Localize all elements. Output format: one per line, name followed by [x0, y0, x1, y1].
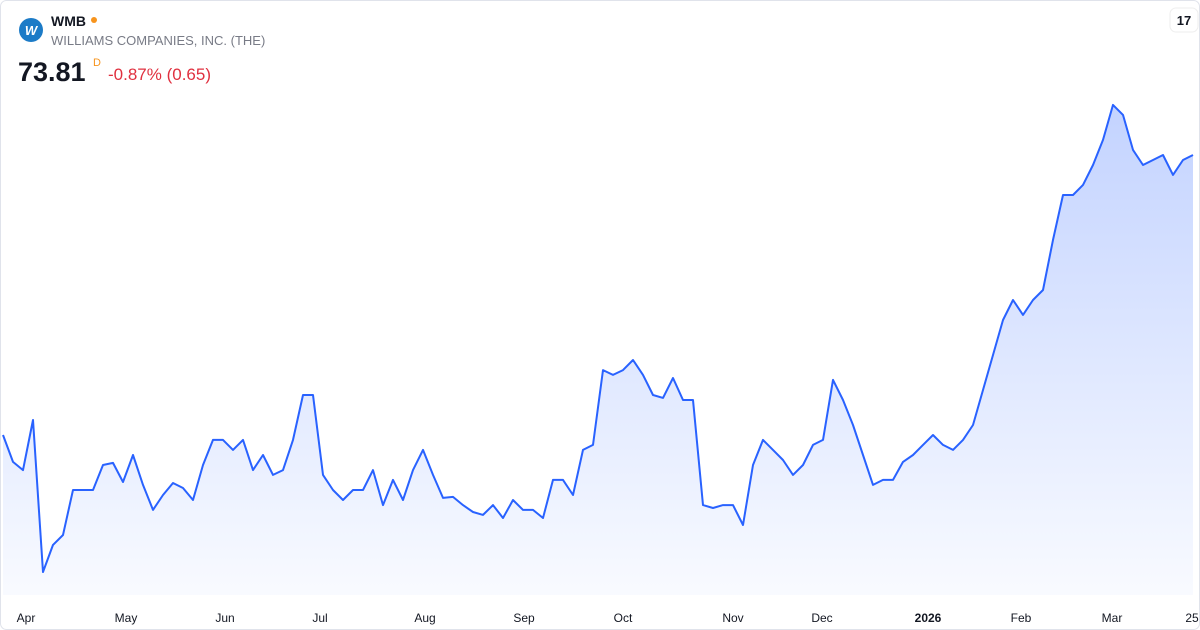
- x-tick-label: Feb: [1011, 611, 1032, 625]
- interval: D: [93, 57, 101, 69]
- x-tick-label: Jun: [215, 611, 234, 625]
- x-tick-label: Aug: [414, 611, 435, 625]
- x-tick-label: 2026: [915, 611, 942, 625]
- x-tick-label: Jul: [312, 611, 327, 625]
- x-tick-label: Oct: [614, 611, 633, 625]
- change: -0.87% (0.65): [108, 65, 211, 84]
- logo: [19, 18, 43, 42]
- x-tick-label: Nov: [722, 611, 743, 625]
- logo-letter: W: [25, 23, 39, 38]
- x-tick-label: Mar: [1102, 611, 1123, 625]
- x-tick-label: Sep: [513, 611, 535, 625]
- brand-logo: 17: [1177, 13, 1191, 28]
- price-line: [2, 103, 1194, 573]
- x-tick-label: May: [115, 611, 138, 625]
- plot-area: [2, 103, 1194, 596]
- x-tick-label: Dec: [811, 611, 832, 625]
- company-name: WILLIAMS COMPANIES, INC. (THE): [51, 33, 265, 48]
- last-price: 73.81: [18, 57, 86, 87]
- brand-badge: [1169, 7, 1199, 33]
- area-fill: [3, 104, 1193, 596]
- symbol: WMB: [51, 13, 86, 29]
- x-tick-label: 25: [1185, 611, 1199, 625]
- x-tick-label: Apr: [17, 611, 36, 625]
- status-dot: [91, 17, 97, 23]
